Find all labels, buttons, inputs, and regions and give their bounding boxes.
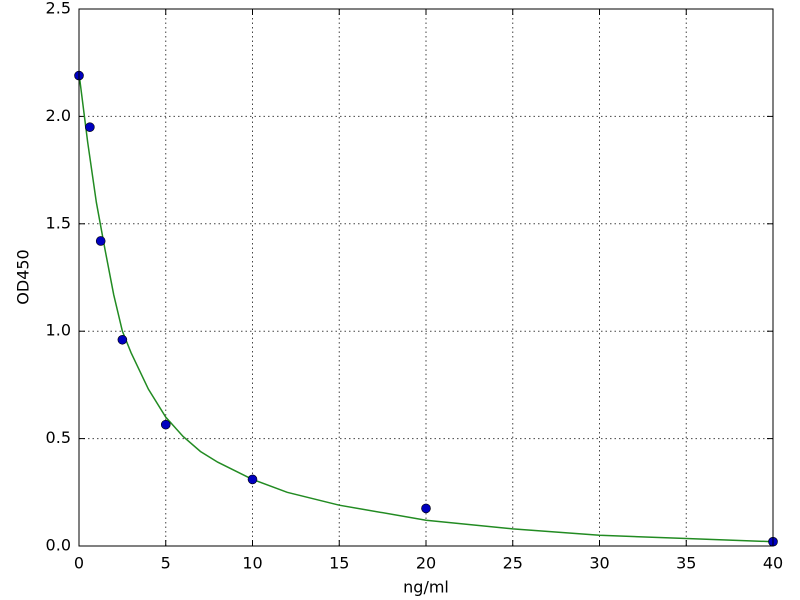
data-point (421, 503, 431, 514)
y-tick-label: 2.5 (46, 0, 71, 18)
y-tick-label: 1.0 (46, 321, 71, 340)
y-axis-label: OD450 (14, 249, 33, 304)
data-point (247, 474, 258, 485)
y-tick-label: 0.5 (46, 428, 71, 447)
x-tick-label: 40 (763, 554, 783, 573)
x-tick-label: 35 (676, 554, 696, 573)
data-point (85, 122, 95, 132)
x-tick-label: 5 (161, 554, 171, 573)
data-point (160, 419, 171, 430)
x-tick-label: 10 (242, 554, 262, 573)
x-tick-label: 25 (503, 554, 523, 573)
x-tick-label: 30 (589, 554, 609, 573)
data-point (95, 236, 106, 246)
x-tick-label: 20 (416, 554, 436, 573)
y-tick-label: 2.0 (46, 106, 71, 125)
fit-curve (78, 73, 774, 543)
y-tick-label: 0.0 (46, 536, 71, 555)
x-tick-label: 0 (74, 554, 84, 573)
y-tick-label: 1.5 (46, 213, 71, 232)
plot-area (79, 9, 773, 546)
x-axis-label: ng/ml (403, 578, 449, 597)
x-tick-label: 15 (329, 554, 349, 573)
data-point (117, 334, 128, 345)
plot-frame (78, 8, 774, 547)
